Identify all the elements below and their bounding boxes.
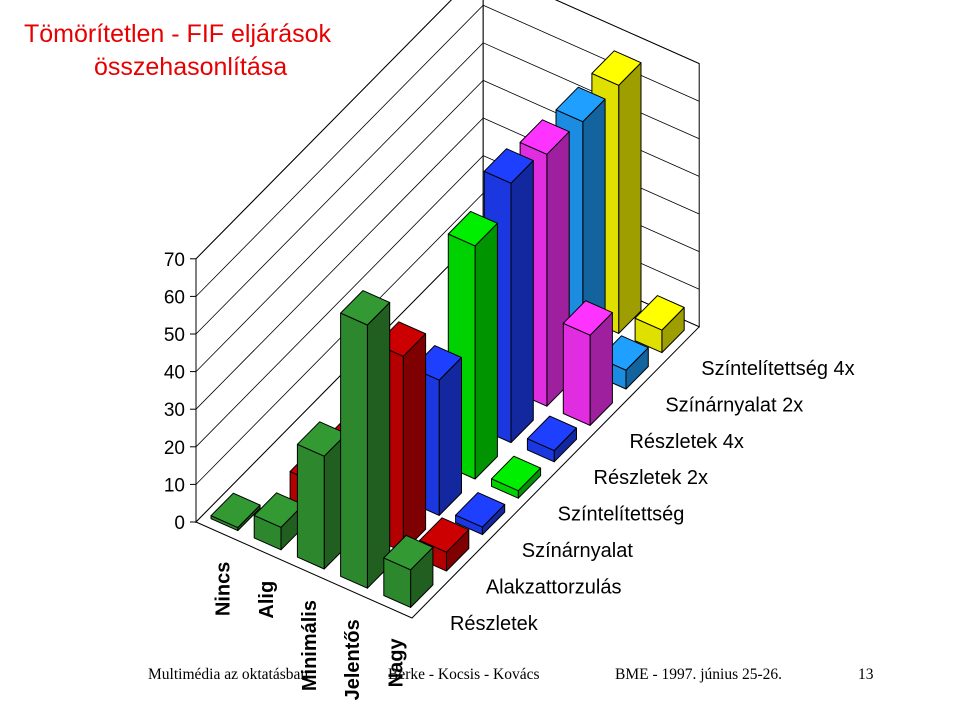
series-label: Színtelítettség 4x xyxy=(701,358,854,380)
bar xyxy=(340,290,391,589)
series-label: Részletek 2x xyxy=(594,467,709,489)
bar-top xyxy=(634,295,685,331)
bars xyxy=(210,50,685,608)
bar-top xyxy=(555,86,606,123)
bar-side xyxy=(438,357,462,516)
bar-side xyxy=(474,222,498,480)
gridline xyxy=(195,0,700,260)
bar xyxy=(491,455,542,499)
x-category-label: Alig xyxy=(256,581,278,619)
bar-top xyxy=(383,534,434,571)
y-axis: 0 10 20 30 40 50 60 70 xyxy=(164,250,196,534)
bar-side xyxy=(366,302,391,589)
y-tick-label: 60 xyxy=(164,287,185,308)
bar-top xyxy=(491,455,542,492)
bar-top xyxy=(340,290,391,326)
series-label: Színárnyalat xyxy=(522,540,634,562)
bar-side xyxy=(510,160,534,444)
bar-front xyxy=(340,312,368,589)
bar xyxy=(634,295,685,354)
x-category-label: Jelentős xyxy=(342,619,364,700)
y-tick-label: 70 xyxy=(164,250,185,271)
bar-top xyxy=(210,492,261,529)
footer-course: Multimédia az oktatásban xyxy=(148,666,309,683)
series-axis: Részletek Alakzattorzulás Színárnyalat Szín… xyxy=(450,358,855,635)
y-tick-label: 30 xyxy=(164,400,185,421)
x-axis: Nincs Alig Minimális Jelentős Nagy xyxy=(213,562,408,701)
series-label: Részletek 4x xyxy=(629,431,744,453)
bar-top xyxy=(591,50,642,86)
footer-authors: Berke - Kocsis - Kovács xyxy=(388,666,540,683)
y-tick-label: 10 xyxy=(164,475,185,496)
slide-title: Tömörítetlen - FIF eljárások összehasonl… xyxy=(24,18,444,84)
bar-side xyxy=(618,62,642,334)
bar-top xyxy=(526,415,577,452)
bar-top xyxy=(562,300,613,336)
bar-top xyxy=(419,517,470,553)
bar xyxy=(383,534,434,608)
bar-front xyxy=(296,443,325,570)
bar-top xyxy=(447,210,498,247)
series-label: Színárnyalat 2x xyxy=(665,394,803,416)
bar xyxy=(296,421,347,570)
bar xyxy=(526,415,577,463)
x-category-label: Nagy xyxy=(385,638,407,688)
footer-event: BME - 1997. június 25-26. xyxy=(615,666,783,683)
bar-top xyxy=(519,119,570,155)
y-tick-label: 0 xyxy=(174,513,185,534)
y-tick-label: 40 xyxy=(164,363,185,384)
y-tick-label: 20 xyxy=(164,438,185,459)
series-label: Alakzattorzulás xyxy=(486,576,622,598)
bar-top xyxy=(455,492,506,528)
title-line-2: összehasonlítása xyxy=(94,53,288,81)
y-tick-label: 50 xyxy=(164,325,185,346)
bar xyxy=(562,300,613,426)
title-line-1: Tömörítetlen - FIF eljárások xyxy=(24,20,332,48)
bar xyxy=(455,492,506,536)
x-category-label: Minimális xyxy=(299,600,321,691)
x-category-label: Nincs xyxy=(213,562,235,616)
bar-front xyxy=(562,322,591,426)
bar xyxy=(210,492,261,532)
series-label: Színtelítettség xyxy=(558,504,685,526)
series-label: Részletek xyxy=(450,613,539,635)
bar-side xyxy=(402,333,427,553)
bar-top xyxy=(483,148,534,184)
footer-page-number: 13 xyxy=(858,666,874,683)
